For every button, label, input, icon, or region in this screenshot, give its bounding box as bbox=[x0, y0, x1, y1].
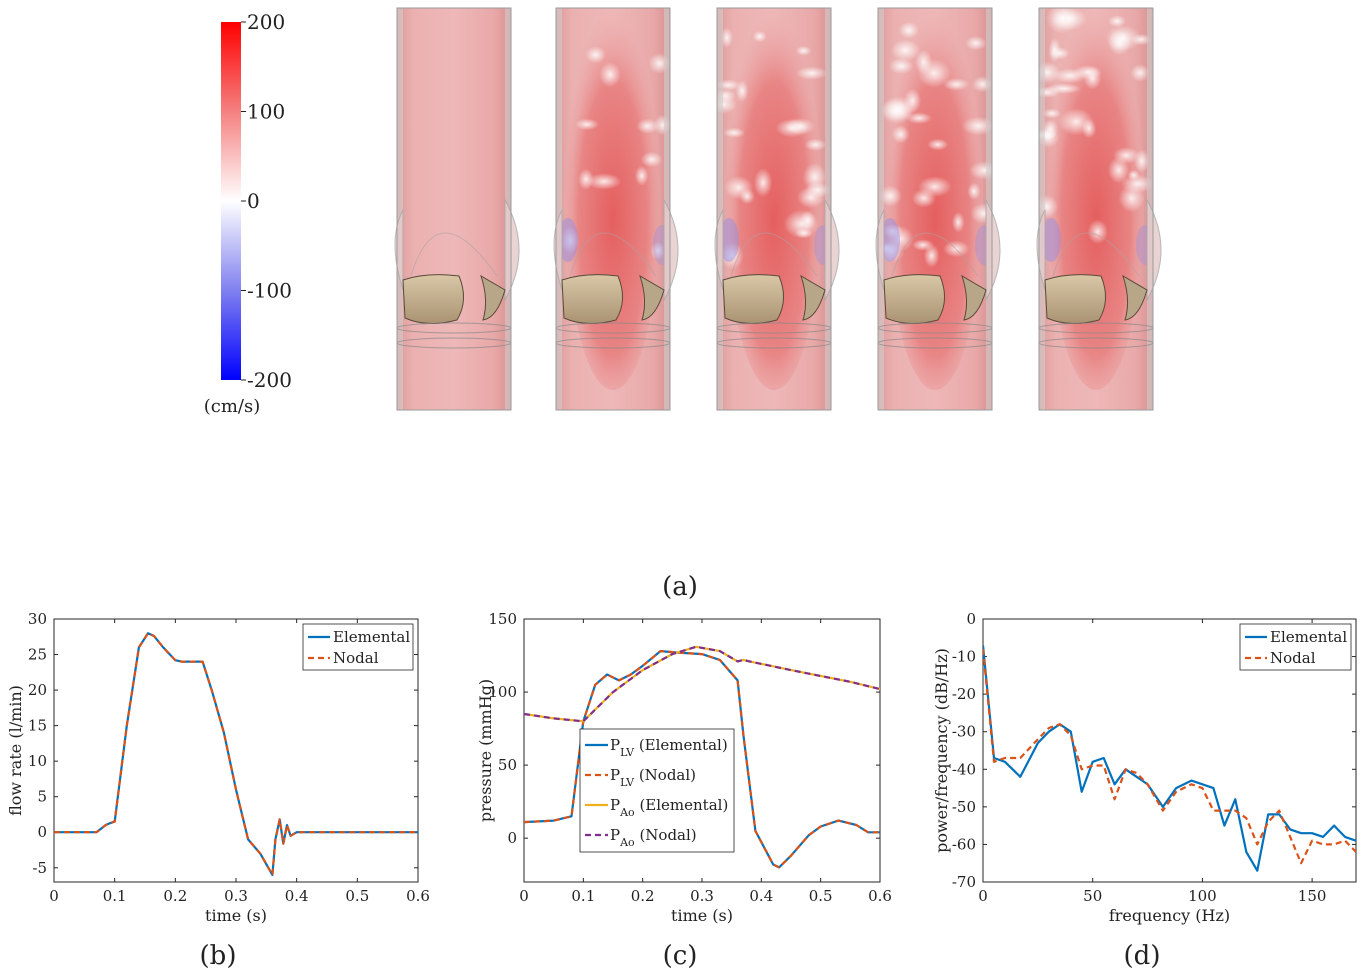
y-axis-label: power/frequency (dB/Hz) bbox=[932, 648, 951, 853]
legend-entry: Elemental bbox=[333, 628, 410, 646]
y-axis-label: flow rate (l/min) bbox=[6, 685, 25, 816]
colorbar-tick-label: 200 bbox=[247, 10, 285, 34]
chart-d: 0 50 100 150 -70 -60 -50 -40 -30 -20 -10 0 frequency… bbox=[932, 610, 1357, 971]
y-tick-label: -70 bbox=[952, 873, 976, 891]
velocity-frame bbox=[553, 7, 679, 411]
colorbar-tick-label: -100 bbox=[247, 279, 292, 303]
series-line bbox=[524, 645, 880, 723]
legend-entry: PAo (Nodal) bbox=[610, 826, 697, 849]
colorbar-tick-label: -200 bbox=[247, 368, 292, 392]
colorbar-tick-label: 0 bbox=[247, 189, 260, 213]
y-axis-label: pressure (mmHg) bbox=[476, 679, 495, 822]
y-tick-label: -60 bbox=[952, 835, 976, 853]
y-tick-label: -40 bbox=[952, 760, 976, 778]
series-line bbox=[54, 632, 418, 877]
panel-a: 200 100 0 -100 -200 (cm/s) (a) bbox=[204, 3, 1162, 602]
y-tick-label: -20 bbox=[952, 685, 976, 703]
y-tick-label: -5 bbox=[32, 859, 47, 877]
legend-entry: PLV (Nodal) bbox=[610, 766, 696, 789]
x-tick-label: 0.5 bbox=[809, 887, 833, 905]
velocity-frames bbox=[394, 3, 1162, 411]
y-tick-label: 150 bbox=[488, 610, 517, 628]
legend-entry: Nodal bbox=[333, 649, 379, 667]
y-tick-label: 20 bbox=[28, 681, 47, 699]
legend-entry: Elemental bbox=[1270, 628, 1347, 646]
colorbar-unit: (cm/s) bbox=[204, 396, 261, 417]
series-line bbox=[524, 649, 880, 869]
colorbar-gradient bbox=[221, 22, 241, 380]
x-tick-label: 0.1 bbox=[571, 887, 595, 905]
legend bbox=[579, 728, 735, 853]
x-tick-label: 150 bbox=[1298, 887, 1327, 905]
chart-caption: (c) bbox=[663, 941, 698, 971]
x-tick-label: 50 bbox=[1083, 887, 1102, 905]
x-tick-label: 0.4 bbox=[285, 887, 309, 905]
legend bbox=[1239, 623, 1352, 671]
series-line bbox=[524, 645, 880, 723]
colorbar: 200 100 0 -100 -200 (cm/s) bbox=[204, 10, 292, 417]
x-tick-label: 0 bbox=[49, 887, 59, 905]
x-axis-label: time (s) bbox=[671, 906, 733, 925]
y-tick-label: 50 bbox=[498, 756, 517, 774]
chart-c: 0 0.1 0.2 0.3 0.4 0.5 0.6 0 50 100 150 time (s) pres… bbox=[476, 610, 892, 971]
chart-caption: (d) bbox=[1124, 941, 1161, 971]
y-tick-label: 25 bbox=[28, 646, 47, 664]
y-tick-label: -30 bbox=[952, 723, 976, 741]
legend-entry: PLV (Elemental) bbox=[610, 736, 728, 759]
x-tick-label: 0.4 bbox=[749, 887, 773, 905]
velocity-frame bbox=[394, 7, 520, 411]
x-tick-label: 0.1 bbox=[103, 887, 127, 905]
velocity-frame bbox=[710, 7, 840, 411]
x-tick-label: 0.2 bbox=[631, 887, 655, 905]
series-line bbox=[983, 645, 1356, 872]
legend bbox=[302, 623, 414, 671]
x-tick-label: 0.5 bbox=[345, 887, 369, 905]
x-axis-label: time (s) bbox=[205, 906, 267, 925]
y-tick-label: 0 bbox=[507, 829, 517, 847]
legend-entry: Nodal bbox=[1270, 649, 1316, 667]
caption-a: (a) bbox=[662, 572, 698, 602]
y-tick-label: 15 bbox=[28, 717, 47, 735]
axes-box bbox=[982, 618, 1357, 883]
velocity-frame bbox=[874, 7, 1001, 411]
x-tick-label: 0.6 bbox=[868, 887, 892, 905]
x-tick-label: 0.2 bbox=[163, 887, 187, 905]
x-tick-label: 0.6 bbox=[406, 887, 430, 905]
y-tick-label: 5 bbox=[37, 788, 47, 806]
y-tick-label: 100 bbox=[488, 683, 517, 701]
legend-entry: PAo (Elemental) bbox=[610, 796, 728, 819]
x-tick-label: 100 bbox=[1188, 887, 1217, 905]
x-tick-label: 0 bbox=[978, 887, 988, 905]
velocity-frame bbox=[1033, 3, 1162, 411]
x-tick-label: 0.3 bbox=[690, 887, 714, 905]
x-axis-label: frequency (Hz) bbox=[1109, 906, 1230, 925]
y-tick-label: -50 bbox=[952, 798, 976, 816]
y-tick-label: 10 bbox=[28, 752, 47, 770]
chart-caption: (b) bbox=[200, 941, 237, 971]
y-tick-label: -10 bbox=[952, 648, 976, 666]
y-tick-label: 0 bbox=[966, 610, 976, 628]
x-tick-label: 0.3 bbox=[224, 887, 248, 905]
x-tick-label: 0 bbox=[519, 887, 529, 905]
y-tick-label: 30 bbox=[28, 610, 47, 628]
series-line bbox=[983, 648, 1356, 865]
y-tick-label: 0 bbox=[37, 823, 47, 841]
colorbar-tick-label: 100 bbox=[247, 100, 285, 124]
